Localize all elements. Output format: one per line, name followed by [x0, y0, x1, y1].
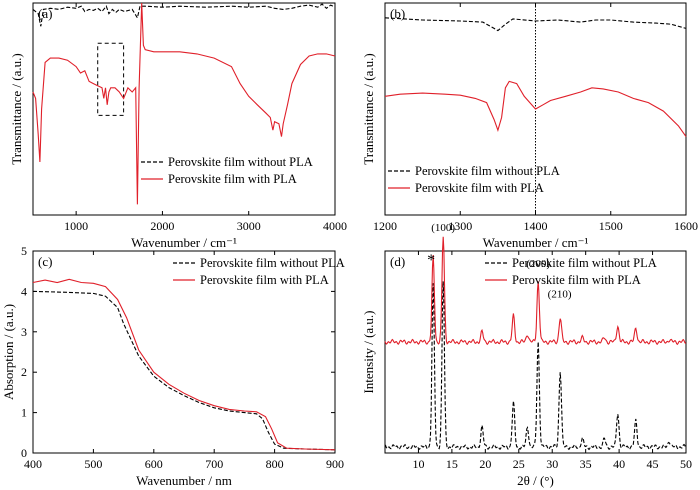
- x-tick-label: 1400: [524, 219, 548, 233]
- x-tick-label: 30: [546, 457, 558, 471]
- y-axis-label: Absorption / (a.u.): [1, 304, 16, 400]
- panel-label: (d): [390, 254, 405, 269]
- series-without-pla: [384, 281, 687, 451]
- x-axis-label: 2θ / (°): [517, 473, 554, 488]
- legend-label: Perovskite film with PLA: [168, 172, 297, 186]
- x-axis-label: Wavenumber / cm⁻¹: [131, 235, 237, 250]
- x-tick-label: 3000: [237, 219, 261, 233]
- y-axis-label: Transmittance / (a.u.): [361, 53, 376, 164]
- y-tick-label: 0: [21, 446, 27, 460]
- legend-label: Perovskite film without PLA: [415, 164, 560, 178]
- panel-label: (c): [38, 254, 52, 269]
- y-tick-label: 1: [21, 406, 27, 420]
- y-tick-label: 2: [21, 365, 27, 379]
- legend-label: Perovskite film with PLA: [415, 181, 544, 195]
- series-with-pla: [32, 278, 336, 451]
- y-tick-label: 4: [21, 284, 27, 298]
- legend-label: Perovskite film with PLA: [512, 273, 641, 287]
- legend-label: Perovskite film without PLA: [512, 256, 657, 270]
- legend-label: Perovskite film without PLA: [200, 256, 345, 270]
- panel-d: 10 15 20 25 30 35 40 45 50 2θ / (°) Intensity / (a…: [361, 222, 692, 488]
- series-with-pla: [384, 236, 687, 346]
- x-tick-label: 700: [205, 457, 223, 471]
- panel-c: 400 500 600 700 800 900 0 1 2 3 4 5 Wavenumber / nm A…: [1, 244, 345, 488]
- x-tick-label: 1000: [64, 219, 88, 233]
- peak-label: (100): [431, 222, 455, 234]
- x-tick-label: 1500: [599, 219, 623, 233]
- x-tick-label: 40: [613, 457, 625, 471]
- y-axis-label: Intensity / (a.u.): [361, 310, 376, 393]
- y-axis-label: Transmittance / (a.u.): [9, 53, 24, 164]
- x-axis-label: Wavenumber / cm⁻¹: [483, 235, 589, 250]
- series-without-pla: [32, 290, 336, 451]
- x-tick-label: 800: [266, 457, 284, 471]
- series-without-pla: [384, 17, 687, 32]
- x-tick-label: 50: [680, 457, 692, 471]
- series-with-pla: [32, 2, 336, 205]
- x-tick-label: 2000: [150, 219, 174, 233]
- panel-label: (b): [390, 6, 405, 21]
- x-tick-label: 45: [647, 457, 659, 471]
- x-tick-label: 1300: [448, 219, 472, 233]
- zoom-region-box: [97, 42, 125, 116]
- panel-a: 1000 2000 3000 4000 Wavenumber / cm⁻¹ Transmi…: [9, 2, 347, 250]
- peak-label: *: [427, 252, 435, 269]
- x-tick-label: 15: [446, 457, 458, 471]
- x-tick-label: 10: [412, 457, 424, 471]
- peak-label: (210): [548, 288, 572, 300]
- peak-label: (200): [526, 258, 550, 270]
- x-tick-label: 1200: [373, 219, 397, 233]
- x-tick-label: 500: [84, 457, 102, 471]
- legend-label: Perovskite film without PLA: [168, 155, 313, 169]
- x-tick-label: 900: [326, 457, 344, 471]
- series-with-pla: [384, 80, 687, 137]
- x-tick-label: 400: [24, 457, 42, 471]
- x-tick-label: 35: [580, 457, 592, 471]
- panel-label: (a): [38, 6, 52, 21]
- panel-b: 1200 1300 1400 1500 1600 Wavenumber / cm⁻¹ Tra…: [361, 2, 698, 250]
- x-axis-label: Wavenumber / nm: [136, 473, 232, 488]
- plot-frame: [32, 250, 336, 454]
- y-tick-label: 5: [21, 244, 27, 258]
- x-tick-label: 25: [513, 457, 525, 471]
- x-tick-label: 20: [479, 457, 491, 471]
- series-without-pla: [32, 3, 336, 27]
- plot-frame: [32, 2, 336, 216]
- x-tick-label: 600: [145, 457, 163, 471]
- x-tick-label: 1600: [674, 219, 698, 233]
- legend-label: Perovskite film with PLA: [200, 273, 329, 287]
- plot-frame: [384, 250, 687, 454]
- x-tick-label: 4000: [323, 219, 347, 233]
- y-tick-label: 3: [21, 325, 27, 339]
